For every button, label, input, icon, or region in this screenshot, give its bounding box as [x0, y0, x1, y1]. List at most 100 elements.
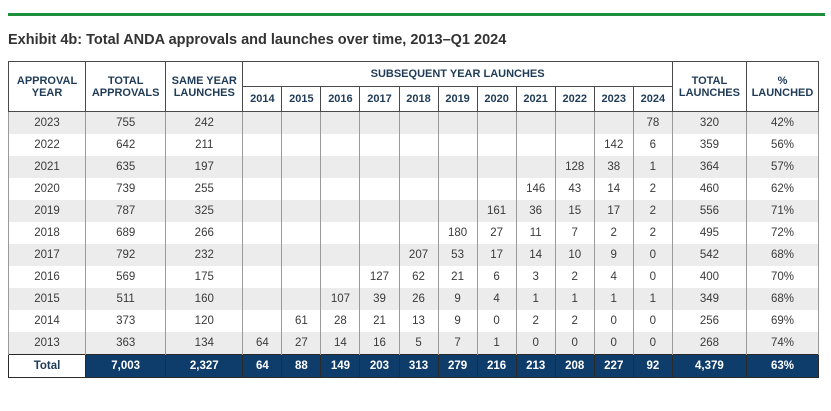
- table-cell: 460: [671, 178, 747, 200]
- header-year-2016: 2016: [320, 86, 361, 112]
- table-cell: 2014: [7, 310, 87, 332]
- table-cell: 64: [242, 332, 283, 355]
- table-cell: 72%: [745, 222, 820, 244]
- table-cell: [398, 111, 439, 134]
- header-year-2022: 2022: [554, 86, 595, 112]
- table-cell: [398, 222, 439, 244]
- header-year-2020: 2020: [476, 86, 517, 112]
- table-cell: 349: [671, 288, 747, 310]
- table-cell: 14: [320, 332, 361, 355]
- table-cell: 70%: [745, 266, 820, 288]
- table-cell: 2: [632, 200, 673, 222]
- table-cell: 2: [593, 222, 634, 244]
- table-cell: [281, 288, 322, 310]
- table-row: 2019 787 325 161 36 15 17 2 556 71%: [7, 200, 820, 222]
- table-cell: 0: [632, 310, 673, 332]
- table-row: 2018 689 266 180 27 11 7 2 2 495 72%: [7, 222, 820, 244]
- table-cell: 68%: [745, 244, 820, 266]
- table-cell: 320: [671, 111, 747, 134]
- table-cell: 180: [437, 222, 478, 244]
- table-cell: [554, 134, 595, 156]
- header-approval-year: APPROVAL YEAR: [7, 61, 87, 112]
- table-cell: 9: [437, 288, 478, 310]
- table-cell: 4: [476, 288, 517, 310]
- table-cell: 2: [554, 266, 595, 288]
- table-cell: 3: [515, 266, 556, 288]
- table-cell: [476, 134, 517, 156]
- table-cell: 68%: [745, 288, 820, 310]
- table-row: 2023 755 242 78 320 42%: [7, 111, 820, 134]
- table-cell: 569: [85, 266, 167, 288]
- table-cell: 0: [632, 332, 673, 355]
- table-row: 2021 635 197 128 38 1 364 57%: [7, 156, 820, 178]
- table-cell: 10: [554, 244, 595, 266]
- table-cell: 364: [671, 156, 747, 178]
- table-cell: 197: [165, 156, 244, 178]
- table-cell: 255: [165, 178, 244, 200]
- table-cell: 142: [593, 134, 634, 156]
- table-row: 2014 373 120 61 28 21 13 9 0 2 2 0 0 256 69%: [7, 310, 820, 332]
- table-cell: [242, 222, 283, 244]
- table-cell: [554, 111, 595, 134]
- exhibit-title: Exhibit 4b: Total ANDA approvals and lau…: [8, 32, 507, 48]
- total-cell: 279: [437, 354, 478, 378]
- table-cell: 325: [165, 200, 244, 222]
- table-cell: 2021: [7, 156, 87, 178]
- table-cell: 107: [320, 288, 361, 310]
- table-cell: [359, 134, 400, 156]
- table-cell: [398, 156, 439, 178]
- table-cell: 2: [632, 178, 673, 200]
- table-cell: 359: [671, 134, 747, 156]
- table-cell: 0: [632, 266, 673, 288]
- table-row: 2017 792 232 207 53 17 14 10 9 0 542 68%: [7, 244, 820, 266]
- table-cell: 792: [85, 244, 167, 266]
- table-cell: [242, 310, 283, 332]
- table-cell: [281, 178, 322, 200]
- table-cell: 11: [515, 222, 556, 244]
- total-cell: 216: [476, 354, 517, 378]
- table-cell: [242, 266, 283, 288]
- table-cell: 2013: [7, 332, 87, 355]
- table-cell: [398, 200, 439, 222]
- table-cell: 36: [515, 200, 556, 222]
- table-cell: [398, 178, 439, 200]
- table-cell: 232: [165, 244, 244, 266]
- table-cell: 56%: [745, 134, 820, 156]
- header-year-2024: 2024: [632, 86, 673, 112]
- table-cell: [281, 200, 322, 222]
- total-cell: 203: [359, 354, 400, 378]
- table-cell: 39: [359, 288, 400, 310]
- table-cell: [593, 111, 634, 134]
- table-cell: 6: [632, 134, 673, 156]
- table-cell: 2017: [7, 244, 87, 266]
- table-cell: [359, 156, 400, 178]
- table-cell: [476, 156, 517, 178]
- table-cell: [242, 178, 283, 200]
- table-cell: 0: [476, 310, 517, 332]
- table-cell: 134: [165, 332, 244, 355]
- table-cell: 2018: [7, 222, 87, 244]
- total-cell: 208: [554, 354, 595, 378]
- header-year-2018: 2018: [398, 86, 439, 112]
- header-subsequent-year-launches: SUBSEQUENT YEAR LAUNCHES: [242, 61, 673, 87]
- header-year-2014: 2014: [242, 86, 283, 112]
- table-cell: 43: [554, 178, 595, 200]
- table-cell: [242, 244, 283, 266]
- table-cell: 71%: [745, 200, 820, 222]
- table-cell: 6: [476, 266, 517, 288]
- table-cell: [320, 244, 361, 266]
- table-cell: 0: [515, 332, 556, 355]
- table-cell: 21: [437, 266, 478, 288]
- table-cell: 635: [85, 156, 167, 178]
- table-cell: [515, 156, 556, 178]
- table-cell: [242, 111, 283, 134]
- table-cell: 9: [593, 244, 634, 266]
- table-cell: 268: [671, 332, 747, 355]
- table-cell: 2: [632, 222, 673, 244]
- table-cell: [242, 134, 283, 156]
- total-row: Total 7,003 2,327 64 88 149 203 313 279 216 213 208…: [7, 354, 820, 378]
- table-cell: 61: [281, 310, 322, 332]
- table-cell: [359, 244, 400, 266]
- table-cell: 13: [398, 310, 439, 332]
- header-percent-launched: % LAUNCHED: [745, 61, 820, 112]
